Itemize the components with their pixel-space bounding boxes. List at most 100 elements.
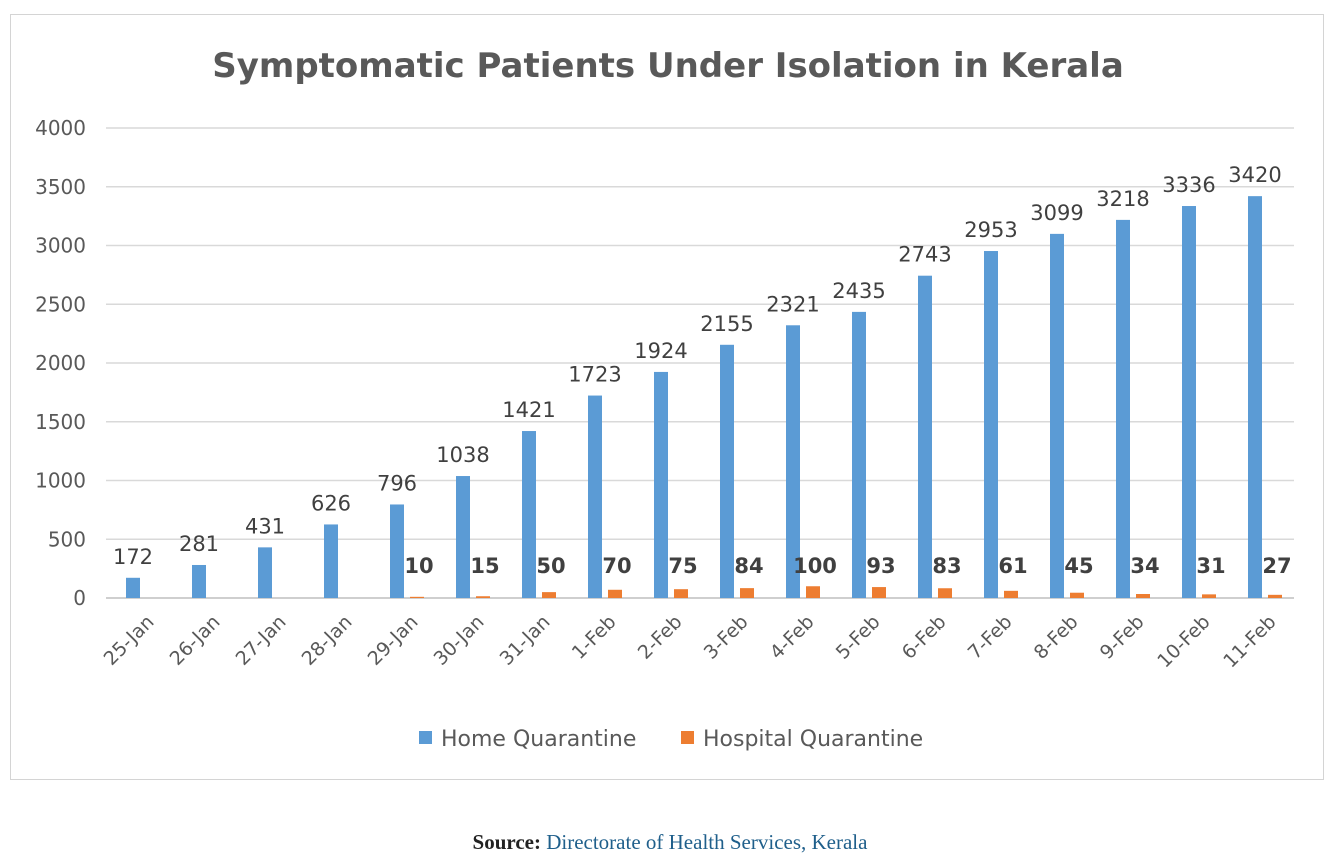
bar-hospital-quarantine	[1004, 590, 1018, 598]
x-tick-label: 11-Feb	[1219, 611, 1280, 672]
x-tick-label: 2-Feb	[634, 611, 687, 664]
bar-hospital-quarantine	[1268, 594, 1282, 598]
bar-home-quarantine	[786, 325, 800, 598]
data-label-home-quarantine: 281	[179, 532, 219, 556]
bar-home-quarantine	[1116, 219, 1130, 598]
data-label-home-quarantine: 172	[113, 545, 153, 569]
bar-hospital-quarantine	[1070, 592, 1084, 598]
legend-swatch	[419, 731, 432, 744]
x-tick-label: 4-Feb	[766, 611, 819, 664]
bar-home-quarantine	[918, 275, 932, 598]
y-tick-label: 3500	[35, 175, 86, 199]
bar-home-quarantine	[1248, 196, 1262, 598]
data-label-hospital-quarantine: 45	[1064, 554, 1093, 578]
x-tick-label: 1-Feb	[568, 611, 621, 664]
y-tick-label: 2000	[35, 351, 86, 375]
data-label-home-quarantine: 796	[377, 471, 417, 495]
data-label-hospital-quarantine: 10	[404, 554, 433, 578]
data-label-home-quarantine: 3218	[1096, 187, 1149, 211]
bar-hospital-quarantine	[806, 586, 820, 598]
chart-frame: Symptomatic Patients Under Isolation in …	[10, 14, 1324, 780]
data-label-home-quarantine: 1723	[568, 363, 621, 387]
y-tick-label: 500	[48, 527, 86, 551]
bar-home-quarantine	[1182, 206, 1196, 598]
legend-label: Home Quarantine	[441, 727, 636, 752]
bar-home-quarantine	[390, 504, 404, 598]
x-tick-label: 10-Feb	[1153, 611, 1214, 672]
bar-home-quarantine	[258, 547, 272, 598]
data-label-home-quarantine: 3099	[1030, 201, 1083, 225]
source-label: Source:	[472, 830, 541, 854]
x-tick-label: 30-Jan	[430, 611, 489, 670]
x-tick-label: 28-Jan	[298, 611, 357, 670]
data-label-home-quarantine: 3420	[1228, 163, 1281, 187]
data-label-home-quarantine: 2321	[766, 292, 819, 316]
legend-swatch	[681, 731, 694, 744]
data-label-hospital-quarantine: 27	[1262, 554, 1291, 578]
data-label-hospital-quarantine: 15	[470, 554, 499, 578]
data-label-home-quarantine: 626	[311, 491, 351, 515]
data-label-home-quarantine: 431	[245, 514, 285, 538]
bar-hospital-quarantine	[410, 596, 424, 598]
data-label-home-quarantine: 2953	[964, 218, 1017, 242]
data-label-hospital-quarantine: 34	[1130, 554, 1159, 578]
chart-title: Symptomatic Patients Under Isolation in …	[212, 46, 1124, 86]
x-tick-label: 31-Jan	[496, 611, 555, 670]
bar-home-quarantine	[588, 395, 602, 598]
y-tick-label: 2500	[35, 292, 86, 316]
bar-hospital-quarantine	[740, 588, 754, 598]
bar-home-quarantine	[852, 311, 866, 598]
bar-home-quarantine	[456, 476, 470, 598]
data-label-home-quarantine: 2435	[832, 279, 885, 303]
x-tick-label: 26-Jan	[166, 611, 225, 670]
bar-home-quarantine	[1050, 233, 1064, 598]
bar-home-quarantine	[654, 371, 668, 598]
x-tick-label: 5-Feb	[832, 611, 885, 664]
bar-hospital-quarantine	[674, 589, 688, 598]
data-label-hospital-quarantine: 31	[1196, 554, 1225, 578]
bar-hospital-quarantine	[872, 587, 886, 598]
y-tick-label: 0	[73, 586, 86, 610]
bar-hospital-quarantine	[1136, 594, 1150, 598]
data-label-hospital-quarantine: 84	[734, 554, 763, 578]
data-label-hospital-quarantine: 100	[793, 554, 837, 578]
data-label-home-quarantine: 1038	[436, 443, 489, 467]
data-label-home-quarantine: 2155	[700, 312, 753, 336]
bar-home-quarantine	[984, 251, 998, 598]
data-label-hospital-quarantine: 61	[998, 554, 1027, 578]
x-tick-label: 27-Jan	[232, 611, 291, 670]
data-label-hospital-quarantine: 93	[866, 554, 895, 578]
x-tick-label: 8-Feb	[1030, 611, 1083, 664]
x-tick-label: 9-Feb	[1096, 611, 1149, 664]
bar-hospital-quarantine	[1202, 594, 1216, 598]
x-tick-label: 7-Feb	[964, 611, 1017, 664]
data-label-hospital-quarantine: 70	[602, 554, 631, 578]
x-tick-label: 25-Jan	[100, 611, 159, 670]
x-tick-label: 6-Feb	[898, 611, 951, 664]
bar-hospital-quarantine	[542, 592, 556, 598]
source-link[interactable]: Directorate of Health Services, Kerala	[546, 830, 868, 854]
y-tick-label: 3000	[35, 234, 86, 258]
x-tick-label: 29-Jan	[364, 611, 423, 670]
bar-chart: Symptomatic Patients Under Isolation in …	[35, 46, 1294, 752]
data-label-home-quarantine: 1421	[502, 398, 555, 422]
bar-home-quarantine	[324, 524, 338, 598]
bar-home-quarantine	[522, 431, 536, 598]
x-tick-label: 3-Feb	[700, 611, 753, 664]
y-tick-label: 1000	[35, 469, 86, 493]
data-label-hospital-quarantine: 50	[536, 554, 565, 578]
source-line: Source: Directorate of Health Services, …	[0, 830, 1340, 855]
bar-home-quarantine	[126, 577, 140, 598]
bar-home-quarantine	[720, 344, 734, 598]
y-tick-label: 4000	[35, 116, 86, 140]
bar-hospital-quarantine	[476, 596, 490, 598]
data-label-hospital-quarantine: 75	[668, 554, 697, 578]
data-label-hospital-quarantine: 83	[932, 554, 961, 578]
data-label-home-quarantine: 2743	[898, 243, 951, 267]
bar-hospital-quarantine	[938, 588, 952, 598]
data-label-home-quarantine: 1924	[634, 339, 687, 363]
data-label-home-quarantine: 3336	[1162, 173, 1215, 197]
y-tick-label: 1500	[35, 410, 86, 434]
bar-home-quarantine	[192, 564, 206, 598]
legend-label: Hospital Quarantine	[703, 727, 923, 752]
